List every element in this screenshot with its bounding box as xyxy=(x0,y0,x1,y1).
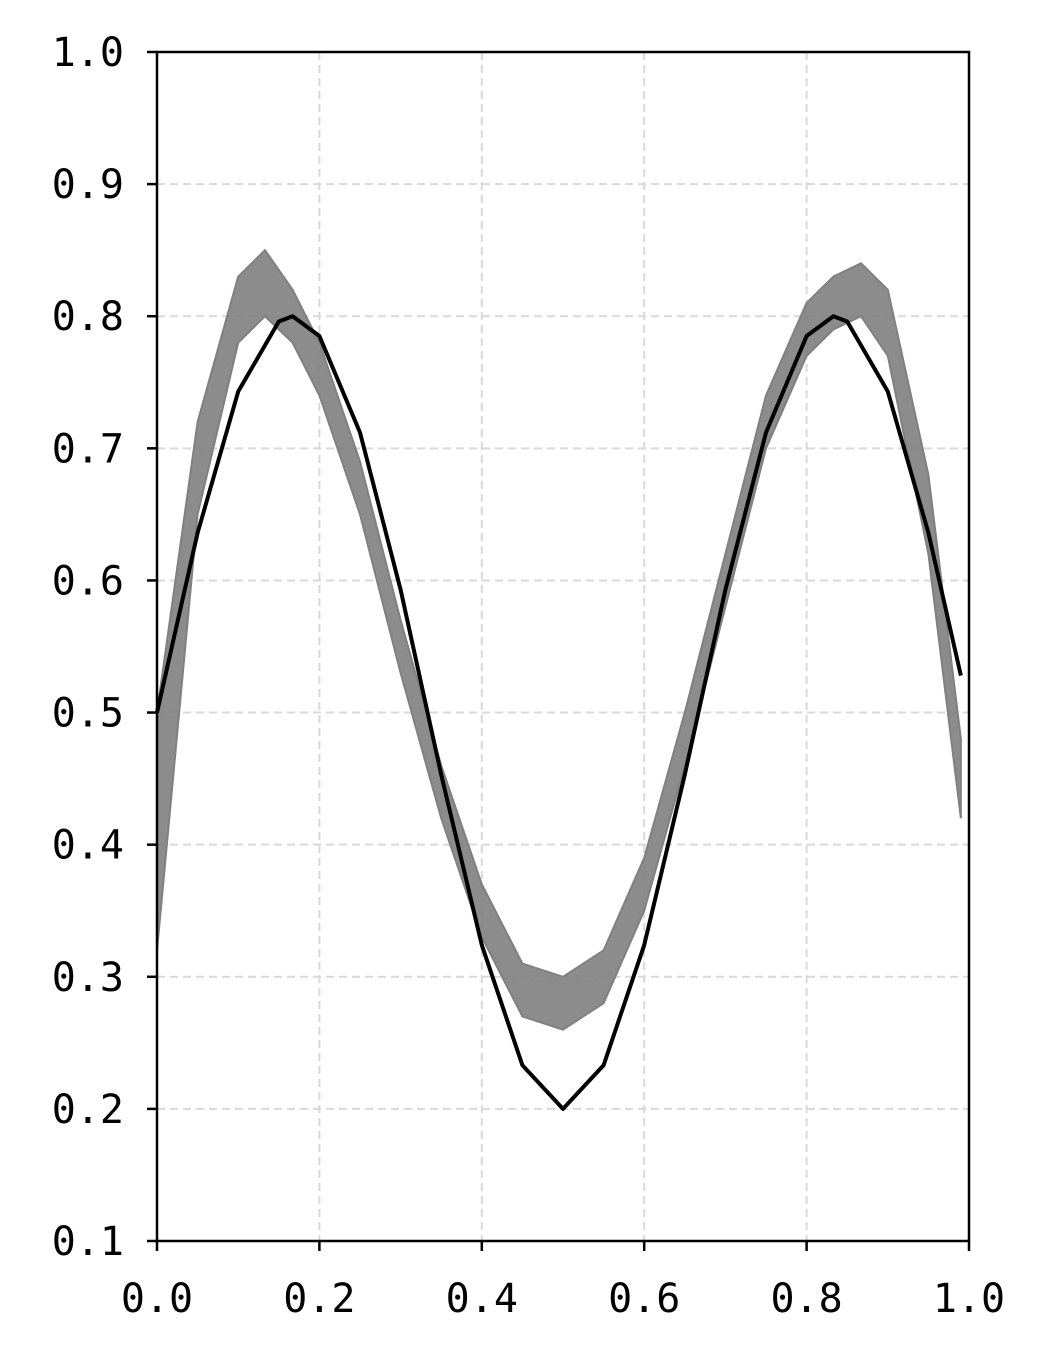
x-tick-label: 0.6 xyxy=(608,1276,680,1322)
x-tick-label: 0.8 xyxy=(770,1276,842,1322)
x-tick-label: 0.0 xyxy=(121,1276,193,1322)
x-tick-label: 0.2 xyxy=(283,1276,355,1322)
y-tick-label: 0.4 xyxy=(52,823,124,869)
y-tick-label: 0.8 xyxy=(52,294,124,340)
y-tick-label: 0.5 xyxy=(52,691,124,737)
y-tick-label: 1.0 xyxy=(52,30,124,76)
line xyxy=(155,314,963,1111)
y-tick-label: 0.6 xyxy=(52,558,124,604)
y-tick-label: 0.1 xyxy=(52,1219,124,1265)
y-tick-label: 0.2 xyxy=(52,1087,124,1133)
y-tick-label: 0.9 xyxy=(52,162,124,208)
sample-band xyxy=(156,248,962,1031)
plot-frame xyxy=(155,50,971,1243)
x-tick-label: 1.0 xyxy=(933,1276,1005,1322)
y-tick-label: 0.3 xyxy=(52,955,124,1001)
y-tick-label: 0.7 xyxy=(52,426,124,472)
x-tick-label: 0.4 xyxy=(446,1276,518,1322)
